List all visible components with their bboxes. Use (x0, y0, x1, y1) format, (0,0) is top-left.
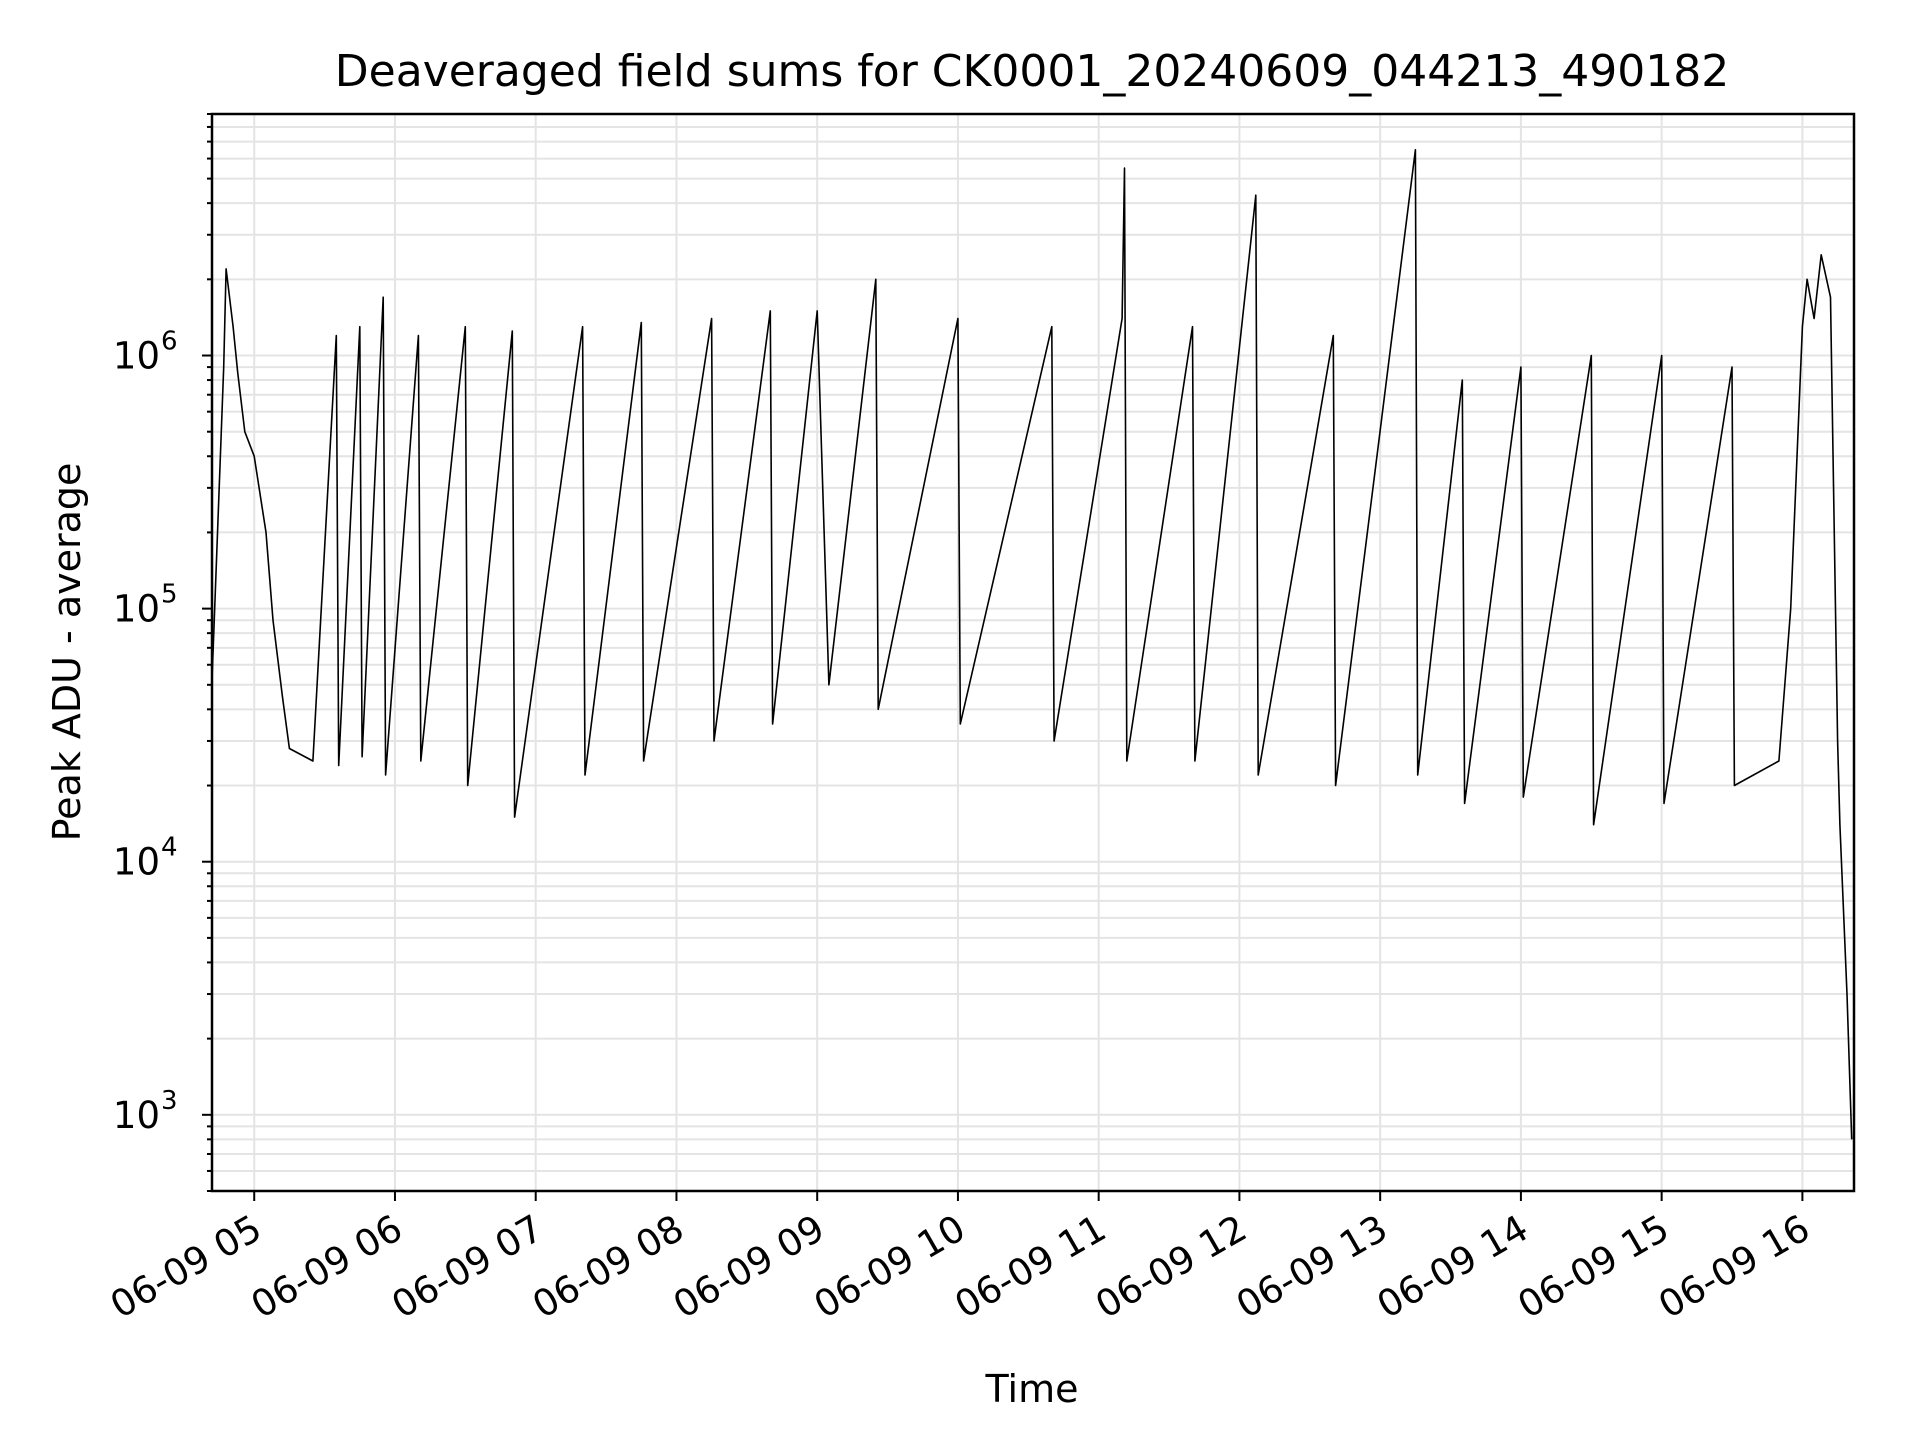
x-tick-label: 06-09 16 (1651, 1207, 1817, 1327)
y-axis-label: Peak ADU - average (45, 463, 89, 842)
x-tick-label: 06-09 15 (1511, 1207, 1677, 1327)
y-tick-exponent: 6 (161, 327, 178, 357)
series-layer (211, 149, 1853, 1140)
x-tick-label: 06-09 07 (385, 1207, 551, 1327)
x-tick-label: 06-09 10 (807, 1207, 973, 1327)
y-tick-exponent: 5 (161, 580, 178, 610)
y-tick-label: 10 (113, 841, 160, 884)
y-tick-exponent: 4 (161, 833, 178, 863)
grid (212, 113, 1854, 1192)
y-tick-exponent: 3 (161, 1086, 178, 1116)
x-tick-label: 06-09 06 (244, 1207, 410, 1327)
x-tick-label: 06-09 08 (525, 1207, 691, 1327)
series-line-0 (211, 149, 1853, 1140)
plot-frame (210, 112, 1856, 1193)
x-tick-label: 06-09 05 (103, 1207, 269, 1327)
y-tick-label: 10 (113, 335, 160, 378)
x-tick-label: 06-09 14 (1370, 1207, 1536, 1327)
x-tick-label: 06-09 13 (1229, 1207, 1395, 1327)
y-tick-label: 10 (113, 588, 160, 631)
chart-title: Deaveraged field sums for CK0001_2024060… (335, 46, 1729, 97)
x-tick-label: 06-09 12 (1088, 1207, 1254, 1327)
x-tick-label: 06-09 11 (948, 1207, 1114, 1327)
y-tick-label: 10 (113, 1094, 160, 1137)
x-axis-label: Time (985, 1367, 1079, 1411)
x-tick-label: 06-09 09 (666, 1207, 832, 1327)
